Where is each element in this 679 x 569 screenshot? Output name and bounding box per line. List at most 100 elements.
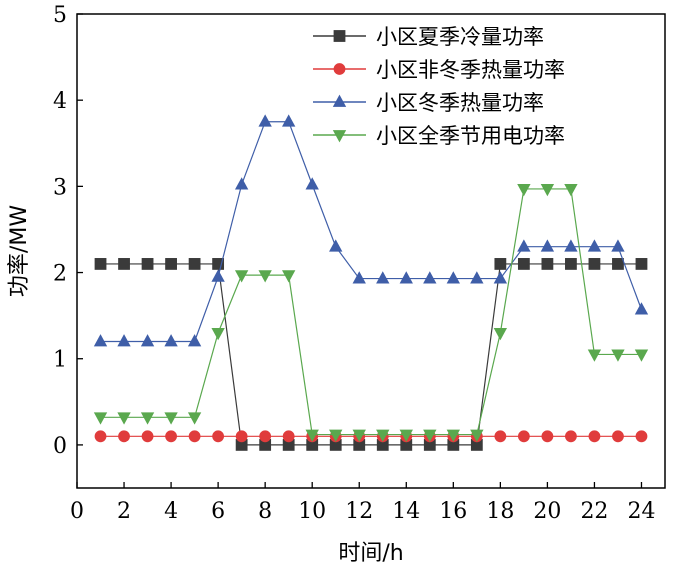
data-point — [634, 349, 649, 362]
data-point — [423, 429, 437, 442]
legend-label: 小区非冬季热量功率 — [376, 58, 565, 82]
data-point — [493, 271, 508, 284]
data-point — [399, 429, 413, 442]
legend-item: 小区夏季冷量功率 — [313, 25, 544, 49]
legend-label: 小区冬季热量功率 — [376, 91, 544, 115]
data-point — [423, 271, 437, 284]
data-point — [517, 430, 530, 443]
data-point — [446, 429, 460, 442]
data-point — [470, 271, 484, 284]
series-3 — [93, 114, 649, 347]
data-point — [93, 412, 108, 425]
data-point — [188, 258, 201, 270]
legend-item: 小区冬季热量功率 — [313, 91, 544, 115]
data-point — [165, 430, 177, 443]
series-line — [100, 121, 643, 343]
data-point — [165, 258, 177, 270]
data-point — [235, 430, 248, 443]
data-point — [259, 430, 272, 443]
data-point — [118, 430, 130, 443]
data-point — [329, 239, 343, 252]
data-point — [352, 271, 366, 284]
data-point — [305, 429, 319, 442]
data-point — [211, 269, 225, 282]
data-point — [494, 258, 507, 270]
data-point — [564, 184, 578, 197]
data-point — [212, 258, 225, 270]
data-point — [634, 302, 649, 315]
legend-marker — [333, 30, 346, 42]
data-point — [612, 430, 624, 443]
data-point — [635, 258, 648, 270]
x-axis-label: 时间/h — [338, 541, 403, 566]
data-point — [540, 239, 555, 252]
data-point — [376, 429, 390, 442]
data-point — [164, 412, 178, 425]
data-point — [494, 430, 507, 443]
x-tick-label: 18 — [486, 499, 514, 524]
legend-marker — [332, 130, 347, 143]
legend-label: 小区夏季冷量功率 — [376, 25, 544, 49]
data-point — [376, 271, 390, 284]
data-point — [564, 239, 578, 252]
data-point — [141, 258, 154, 270]
legend-marker — [333, 63, 346, 75]
data-point — [212, 430, 225, 443]
x-tick-label: 6 — [211, 499, 225, 524]
x-tick-label: 14 — [392, 499, 420, 524]
legend-marker — [332, 94, 347, 107]
y-axis-label: 功率/MW — [7, 205, 32, 297]
legend-label: 小区全季节用电功率 — [376, 124, 565, 148]
data-point — [399, 271, 413, 284]
y-tick-label: 5 — [53, 3, 67, 28]
data-point — [470, 429, 484, 442]
data-point — [94, 430, 107, 443]
data-point — [588, 258, 601, 270]
data-point — [588, 430, 601, 443]
data-point — [612, 258, 624, 270]
plot-frame — [76, 13, 666, 489]
data-point — [565, 430, 577, 443]
data-point — [329, 429, 343, 442]
data-point — [352, 429, 366, 442]
data-point — [117, 412, 131, 425]
data-point — [187, 334, 202, 347]
y-tick-label: 1 — [53, 348, 67, 373]
x-tick-label: 2 — [117, 499, 131, 524]
y-tick-label: 3 — [53, 175, 67, 200]
data-point — [258, 114, 272, 127]
data-point — [187, 412, 202, 425]
data-point — [211, 327, 225, 341]
data-point — [94, 258, 107, 270]
data-point — [93, 334, 108, 347]
x-tick-label: 24 — [627, 499, 655, 524]
x-tick-label: 4 — [164, 499, 178, 524]
data-point — [611, 349, 625, 362]
series-line — [100, 188, 642, 436]
data-point — [611, 239, 625, 252]
data-point — [188, 430, 201, 443]
data-point — [234, 270, 249, 283]
x-tick-label: 0 — [70, 499, 84, 524]
data-point — [541, 430, 554, 443]
series-layer — [93, 114, 649, 451]
data-point — [234, 177, 249, 190]
x-tick-label: 12 — [345, 499, 373, 524]
data-point — [517, 258, 530, 270]
data-point — [517, 184, 531, 197]
series-2 — [94, 430, 648, 443]
data-point — [587, 349, 602, 362]
legend-item: 小区非冬季热量功率 — [313, 58, 565, 82]
data-point — [565, 258, 577, 270]
data-point — [635, 430, 648, 443]
data-point — [140, 412, 155, 425]
data-point — [541, 258, 554, 270]
y-tick-label: 0 — [53, 434, 67, 459]
series-1 — [94, 258, 648, 451]
x-tick-label: 20 — [533, 499, 561, 524]
data-point — [493, 327, 508, 341]
data-point — [140, 334, 155, 347]
data-point — [258, 270, 272, 283]
